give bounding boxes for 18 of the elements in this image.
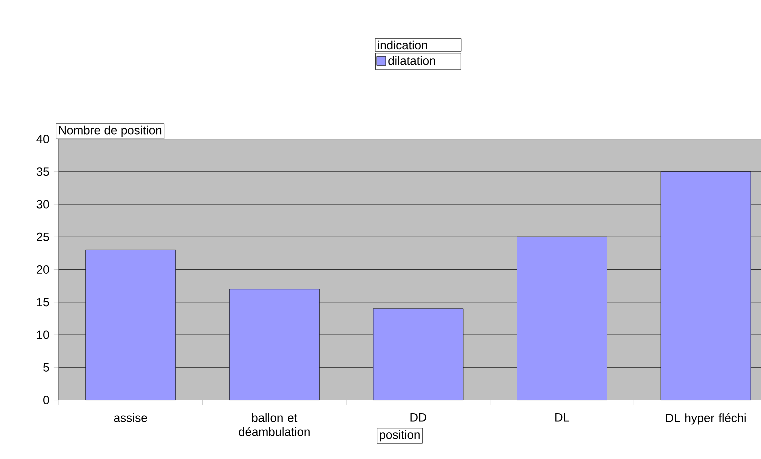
y-tick-label: 40 [36,135,50,144]
x-axis-title: position [380,430,420,442]
x-tick-label: ballon et déambulation [239,413,310,436]
y-tick-label: 25 [37,232,50,242]
y-tick-label: 30 [36,200,50,209]
legend-label: dilatation [388,56,436,66]
x-tick-label: DL [556,413,570,422]
x-tick-label: DL hyper fléchi [666,413,746,425]
x-tick-label: assise [114,413,148,422]
x-tick-label: DD [410,413,427,422]
legend-title: indication [378,40,428,50]
y-tick-label: 10 [37,330,50,340]
y-tick-label: 5 [44,363,50,372]
y-tick-label: 15 [37,298,50,307]
y-axis-title: Nombre de position [59,126,162,138]
y-tick-label: 0 [44,396,50,405]
y-tick-label: 35 [36,168,50,176]
y-tick-label: 20 [37,266,50,274]
